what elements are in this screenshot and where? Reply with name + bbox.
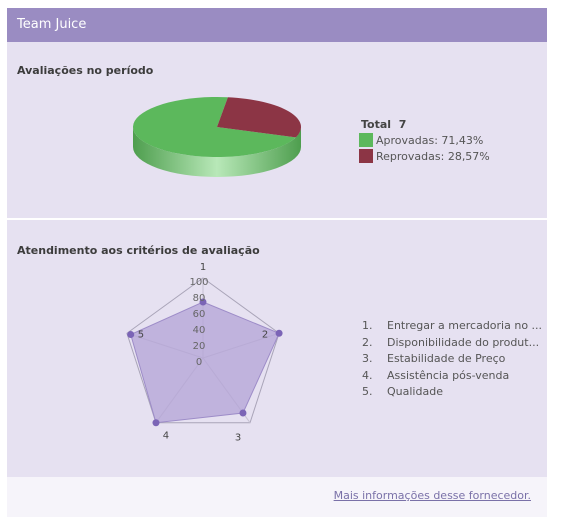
- criteria-panel: Atendimento aos critérios de avaliação 1…: [7, 220, 547, 477]
- radar-tick-label: 80: [193, 293, 206, 304]
- radar-tick-label: 20: [193, 341, 206, 352]
- supplier-name: Team Juice: [17, 17, 87, 32]
- radar-axis-label: 1: [200, 262, 206, 273]
- radar-frame: [126, 277, 280, 424]
- legend-swatch-approved: [359, 133, 373, 147]
- legend-total-label: Total: [361, 118, 392, 131]
- evaluations-title: Avaliações no período: [17, 64, 154, 77]
- radar-axis-label: 3: [235, 433, 241, 444]
- pie-legend: Total 7 Aprovadas: 71,43% Reprovadas: 28…: [359, 118, 490, 164]
- pie-slice-rejected: [217, 97, 301, 138]
- criteria-item: 2. Disponibilidade do produt...: [362, 335, 540, 349]
- radar-tick-label: 40: [193, 325, 206, 336]
- criteria-radar-chart: 100 80 60 40 20 0 1 2 3 4 5: [126, 262, 283, 444]
- radar-axis-label: 4: [163, 431, 169, 442]
- footer: Mais informações desse fornecedor.: [7, 477, 547, 517]
- legend-label-rejected: Reprovadas: 28,57%: [376, 149, 490, 163]
- radar-axis-label: 5: [138, 329, 144, 340]
- radar-point: [127, 331, 135, 339]
- criteria-item: 4. Assistência pós-venda: [362, 368, 510, 382]
- radar-point: [239, 409, 247, 417]
- radar-tick-label: 100: [189, 277, 208, 288]
- supplier-header: Team Juice: [7, 8, 547, 42]
- radar-tick-label: 0: [196, 357, 202, 368]
- legend-item-rejected: Reprovadas: 28,57%: [359, 148, 490, 164]
- radar-data-area: [130, 301, 280, 424]
- legend-total-value: 7: [398, 118, 407, 131]
- radar-point: [199, 298, 207, 306]
- radar-point: [275, 329, 283, 337]
- legend-item-approved: Aprovadas: 71,43%: [359, 132, 490, 148]
- legend-total: Total 7: [361, 118, 490, 131]
- pie-slice-approved: [133, 97, 296, 157]
- criteria-title: Atendimento aos critérios de avaliação: [17, 244, 260, 257]
- criteria-list: 1. Entregar a mercadoria no ... 2. Disponi…: [362, 318, 542, 401]
- pie-side-front: [133, 127, 301, 177]
- evaluations-pie-chart: [133, 97, 301, 177]
- criteria-item: 1. Entregar a mercadoria no ...: [362, 319, 543, 332]
- radar-tick-label: 60: [193, 309, 206, 320]
- panel-divider: [7, 218, 547, 220]
- radar-axis-label: 2: [262, 329, 268, 340]
- legend-label-approved: Aprovadas: 71,43%: [376, 133, 484, 147]
- radar-point: [152, 419, 160, 427]
- evaluations-panel: Avaliações no período Total 7 Aprovadas:…: [7, 42, 547, 218]
- more-info-link[interactable]: Mais informações desse fornecedor.: [333, 489, 531, 502]
- criteria-item: 3. Estabilidade de Preço: [362, 352, 506, 365]
- legend-swatch-rejected: [359, 149, 373, 163]
- criteria-item: 5. Qualidade: [362, 385, 443, 398]
